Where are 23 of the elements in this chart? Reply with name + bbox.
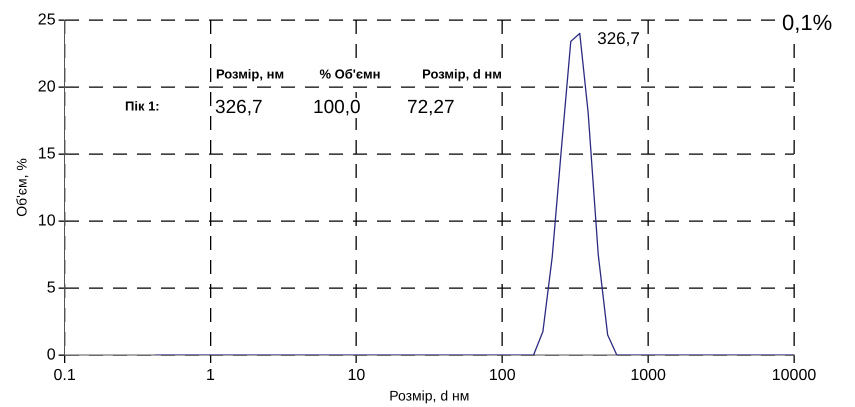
annotation: Розмір, d нм: [422, 66, 502, 82]
x-tick-label: 100: [488, 367, 516, 384]
y-tick-label: 15: [38, 145, 56, 162]
annotation: 100,0: [313, 97, 361, 118]
x-axis-title: Розмір, d нм: [389, 387, 470, 404]
y-tick-label: 20: [38, 78, 56, 96]
x-tick-label: 10: [347, 367, 366, 384]
y-tick-label: 5: [46, 279, 56, 296]
annotation: 0,1%: [782, 10, 832, 36]
annotation: % Об'ємн: [319, 66, 381, 82]
y-tick-label: 25: [38, 11, 56, 28]
annotation: Пік 1:: [125, 98, 160, 114]
x-tick-label: 0.1: [53, 367, 76, 384]
annotation: 72,27: [407, 97, 455, 118]
x-tick-label: 1000: [630, 367, 666, 384]
x-tick-label: 1: [206, 367, 216, 384]
y-axis-title: Об'єм, %: [13, 158, 30, 217]
annotation: 326,7: [597, 29, 640, 48]
annotation: Розмір, нм: [216, 66, 284, 82]
x-tick-label: 10000: [772, 367, 816, 384]
annotation: 326,7: [215, 97, 263, 118]
y-tick-label: 0: [46, 346, 56, 364]
y-tick-label: 10: [38, 212, 56, 230]
